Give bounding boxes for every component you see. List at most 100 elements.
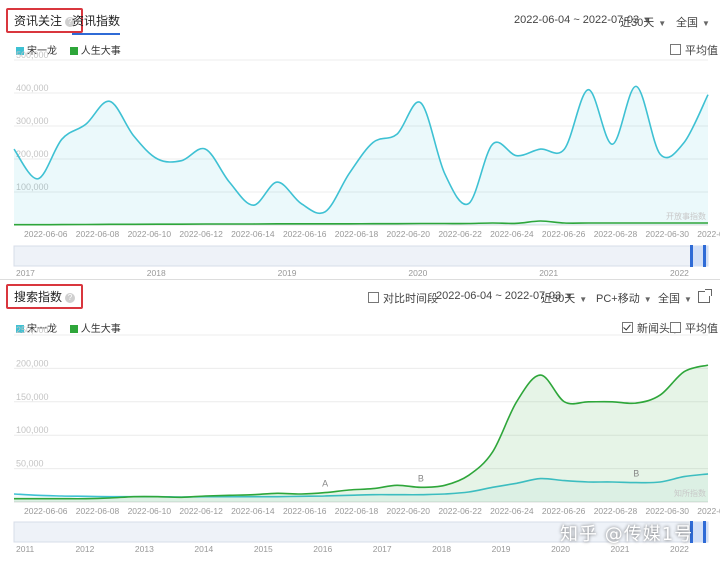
y-tick-label: 150,000	[16, 392, 49, 402]
x-tick-label: 2022-06-24	[490, 506, 534, 516]
y-tick-label: 200,000	[16, 358, 49, 368]
x-tick-label: 2022-06-30	[645, 506, 689, 516]
timeline-year-label: 2013	[135, 544, 154, 554]
legend: 宋一龙 人生大事	[16, 42, 131, 57]
x-tick-label: 2022-06-28	[594, 229, 638, 239]
source-note: 知所指数	[674, 488, 706, 498]
region-select[interactable]: 全国 ▼	[676, 14, 710, 30]
x-tick-label: 2022-06-22	[438, 229, 482, 239]
series-area-1	[14, 86, 708, 225]
legend-label: 宋一龙	[27, 324, 57, 335]
timeline-year-label: 2020	[408, 268, 427, 278]
timeline-track	[13, 245, 709, 267]
news-attention-title-box: 资讯关注?	[6, 8, 84, 33]
timeline-year-label: 2017	[373, 544, 392, 554]
y-tick-label: 100,000	[16, 182, 49, 192]
region-select[interactable]: 全国 ▼	[658, 290, 692, 306]
legend-label: 人生大事	[80, 46, 121, 57]
x-tick-label: 2022-06-20	[387, 506, 431, 516]
x-tick-label: 2022-06-16	[283, 506, 327, 516]
news-headline-checkbox[interactable]	[622, 322, 633, 333]
average-toggle[interactable]: 平均值	[670, 320, 718, 336]
legend-label: 人生大事	[80, 324, 121, 335]
y-tick-label: 250,000	[16, 325, 49, 335]
timeline-year-label: 2019	[492, 544, 511, 554]
timeline-year-label: 2011	[16, 544, 35, 554]
legend-item-series1[interactable]: 宋一龙	[16, 46, 57, 57]
legend-item-series1[interactable]: 宋一龙	[16, 324, 57, 335]
series-area-2	[14, 365, 708, 502]
region-text: 全国	[676, 17, 698, 29]
timeline-year-label: 2015	[254, 544, 273, 554]
series-line-1	[13, 85, 709, 215]
x-tick-label: 2022-06-10	[128, 506, 172, 516]
legend-swatch	[16, 325, 24, 333]
compare-period-toggle[interactable]: 对比时间段	[368, 290, 438, 306]
x-tick-label: 2022-06-14	[231, 506, 275, 516]
x-tick-label: 2022-06-06	[24, 506, 68, 516]
device-select[interactable]: PC+移动 ▼	[596, 290, 652, 306]
help-icon[interactable]: ?	[65, 293, 76, 303]
legend-item-series2[interactable]: 人生大事	[69, 46, 121, 57]
chevron-down-icon: ▼	[684, 295, 692, 304]
x-tick-label: 2022-06-06	[24, 229, 68, 239]
y-tick-label: 500,000	[16, 50, 49, 60]
y-tick-label: 300,000	[16, 116, 49, 126]
news-attention-title: 资讯关注	[14, 14, 63, 28]
search-index-title: 搜索指数	[14, 290, 63, 304]
timeline-year-label: 2017	[16, 268, 35, 278]
chevron-down-icon: ▼	[579, 295, 588, 304]
chevron-down-icon: ▼	[565, 292, 573, 301]
x-tick-label: 2022-06-28	[594, 506, 638, 516]
search-index-title-box: 搜索指数?	[6, 284, 84, 309]
date-range-text: 2022-06-04 ~ 2022-07-03	[436, 290, 562, 302]
timeline-handle	[703, 521, 706, 543]
annotation-marker: B	[418, 473, 424, 483]
search-index-chart: 250,000 200,000 150,000 100,000 50,000 2022-0…	[13, 325, 720, 554]
series-area-1	[14, 473, 708, 502]
average-checkbox[interactable]	[670, 44, 681, 55]
legend: 宋一龙 人生大事	[16, 320, 131, 335]
average-label: 平均值	[685, 323, 718, 335]
y-tick-label: 50,000	[16, 459, 44, 469]
timeline-year-label: 2022	[670, 544, 689, 554]
tab-news-index[interactable]: 资讯指数	[72, 12, 121, 35]
x-tick-label: 2022-06-08	[76, 506, 120, 516]
chevron-down-icon: ▼	[658, 19, 667, 28]
x-tick-label: 2022-06-26	[542, 506, 586, 516]
x-tick-label: 2022-06-22	[438, 506, 482, 516]
search-index-panel: 搜索指数? 对比时间段 2022-06-04 ~ 2022-07-03 ▼ 近30…	[0, 279, 720, 561]
legend-item-series2[interactable]: 人生大事	[69, 324, 121, 335]
timeline-year-label: 2022	[670, 268, 689, 278]
export-icon[interactable]	[698, 289, 712, 303]
annotation-marker: A	[322, 479, 328, 489]
x-tick-label: 2022-06-08	[76, 229, 120, 239]
timeline-year-label: 2019	[278, 268, 297, 278]
timeline-handle	[703, 245, 706, 267]
compare-checkbox[interactable]	[368, 292, 379, 303]
average-checkbox[interactable]	[670, 322, 681, 333]
y-tick-label: 100,000	[16, 425, 49, 435]
chevron-down-icon: ▼	[643, 295, 652, 304]
help-icon[interactable]: ?	[65, 17, 76, 27]
legend-swatch	[69, 47, 78, 55]
period-select[interactable]: 近30天 ▼	[620, 14, 666, 30]
date-range-picker[interactable]: 2022-06-04 ~ 2022-07-03 ▼	[436, 290, 573, 302]
date-range-picker[interactable]: 2022-06-04 ~ 2022-07-03 ▼	[514, 14, 651, 26]
x-tick-label: 2022-06-10	[128, 229, 172, 239]
region-text: 全国	[658, 293, 680, 305]
period-text: 近30天	[620, 17, 655, 29]
series-line-2	[14, 220, 708, 226]
average-toggle[interactable]: 平均值	[670, 42, 718, 58]
date-range-text: 2022-06-04 ~ 2022-07-03	[514, 14, 640, 26]
timeline-year-label: 2012	[75, 544, 94, 554]
average-label: 平均值	[685, 45, 718, 57]
x-tick-label: 2022-06-12	[179, 229, 223, 239]
compare-label: 对比时间段	[383, 293, 438, 305]
x-tick-label: 2022-06-24	[490, 229, 534, 239]
timeline-year-label: 2018	[147, 268, 166, 278]
chevron-down-icon: ▼	[643, 16, 651, 25]
timeline-year-label: 2020	[551, 544, 570, 554]
series-line-2	[14, 364, 709, 500]
period-select[interactable]: 近30天 ▼	[541, 290, 587, 306]
